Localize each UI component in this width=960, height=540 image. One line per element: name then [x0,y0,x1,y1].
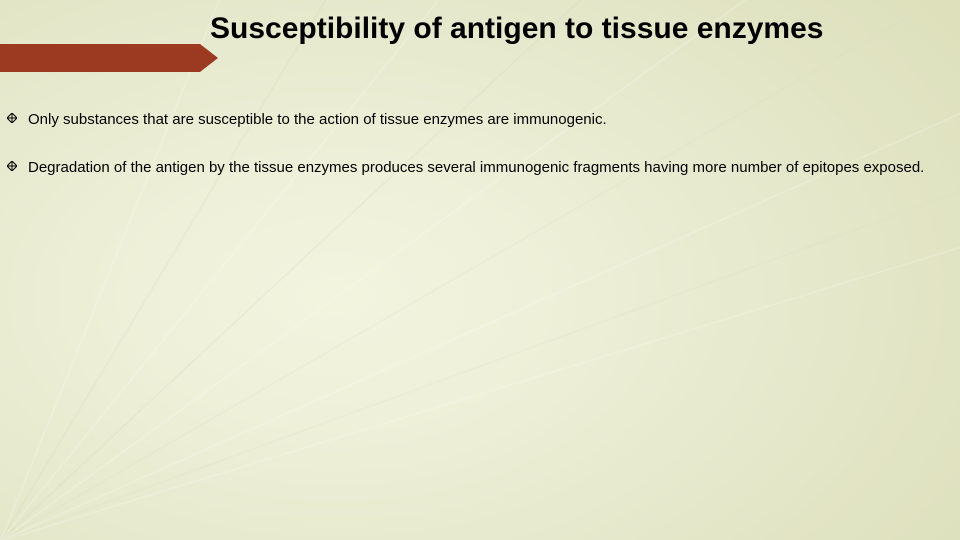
bullet-text: Only substances that are susceptible to … [28,111,607,128]
accent-arrow-bar [0,44,200,72]
slide-title: Susceptibility of antigen to tissue enzy… [210,12,910,45]
bullet-item: Degradation of the antigen by the tissue… [28,158,943,178]
background-rays [0,0,960,540]
slide: Susceptibility of antigen to tissue enzy… [0,0,960,540]
bullet-item: Only substances that are susceptible to … [28,110,943,130]
bullet-text: Degradation of the antigen by the tissue… [28,159,924,176]
diamond-bullet-icon [7,113,17,123]
diamond-bullet-icon [7,161,17,171]
slide-body: Only substances that are susceptible to … [28,110,943,207]
